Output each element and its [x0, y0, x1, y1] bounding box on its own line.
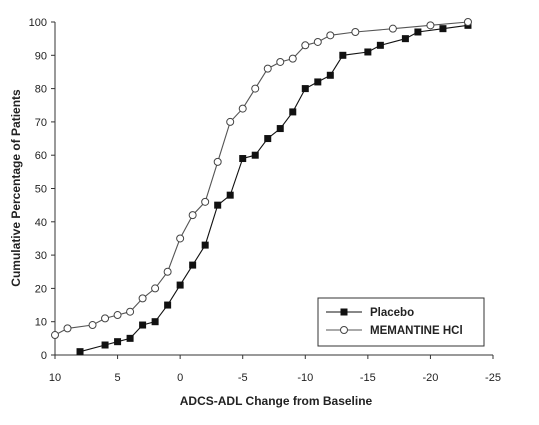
- data-point-square: [251, 151, 259, 159]
- data-point-circle: [251, 84, 260, 93]
- data-point-circle: [151, 284, 160, 293]
- data-point-square: [239, 155, 247, 163]
- data-point-circle: [463, 18, 472, 26]
- data-point-circle: [213, 157, 222, 166]
- series-line: [54, 21, 469, 336]
- legend-box: [317, 297, 485, 347]
- legend-marker-circle: [340, 326, 348, 334]
- data-point-square: [164, 301, 172, 309]
- data-point-square: [326, 71, 334, 79]
- legend-label: Placebo: [370, 307, 414, 319]
- y-tick-label: 0: [41, 350, 47, 362]
- legend-label: MEMANTINE HCl: [370, 325, 463, 337]
- data-point-circle: [188, 211, 197, 220]
- x-tick-label: 5: [115, 372, 121, 384]
- data-point-square: [176, 281, 184, 289]
- data-point-square: [276, 125, 284, 133]
- y-tick-label: 100: [29, 17, 47, 29]
- data-point-square: [314, 78, 322, 86]
- series-memantine: [51, 18, 472, 340]
- data-point-square: [264, 135, 272, 143]
- data-point-circle: [113, 311, 122, 320]
- series-placebo: [76, 21, 472, 356]
- data-point-circle: [176, 234, 185, 243]
- x-tick-label: -20: [422, 372, 438, 384]
- data-point-circle: [238, 104, 247, 113]
- data-point-square: [126, 334, 134, 342]
- data-point-circle: [276, 57, 285, 66]
- data-point-circle: [301, 41, 310, 50]
- data-point-circle: [201, 197, 210, 206]
- data-point-square: [189, 261, 197, 269]
- data-point-circle: [388, 24, 397, 33]
- legend: Placebo MEMANTINE HCl: [317, 297, 485, 347]
- y-tick-label: 50: [35, 184, 47, 196]
- data-point-circle: [426, 21, 435, 30]
- y-tick-label: 70: [35, 117, 47, 129]
- data-point-circle: [326, 31, 335, 40]
- y-tick-label: 30: [35, 250, 47, 262]
- data-point-square: [214, 201, 222, 209]
- data-point-square: [151, 318, 159, 326]
- x-tick-label: -15: [360, 372, 376, 384]
- data-point-circle: [63, 324, 72, 333]
- x-tick-label: 0: [177, 372, 183, 384]
- data-point-circle: [351, 27, 360, 36]
- data-point-square: [101, 341, 109, 349]
- data-point-circle: [163, 267, 172, 276]
- y-tick-label: 90: [35, 50, 47, 62]
- data-point-square: [226, 191, 234, 199]
- x-tick-label: -10: [297, 372, 313, 384]
- data-point-circle: [313, 37, 322, 46]
- data-point-square: [339, 51, 347, 59]
- y-tick-label: 60: [35, 150, 47, 162]
- data-point-circle: [126, 307, 135, 316]
- data-point-square: [76, 348, 84, 356]
- x-tick-label: 10: [49, 372, 61, 384]
- data-point-circle: [88, 321, 97, 330]
- data-point-circle: [263, 64, 272, 73]
- x-axis-title: ADCS-ADL Change from Baseline: [180, 394, 373, 408]
- data-point-circle: [138, 294, 147, 303]
- y-tick-label: 10: [35, 317, 47, 329]
- data-point-square: [289, 108, 297, 116]
- data-point-square: [301, 85, 309, 93]
- data-point-square: [376, 41, 384, 49]
- data-point-circle: [288, 54, 297, 63]
- data-point-square: [364, 48, 372, 56]
- data-point-square: [439, 25, 447, 33]
- y-tick-label: 20: [35, 283, 47, 295]
- series-layer: [51, 18, 472, 356]
- y-tick-label: 40: [35, 217, 47, 229]
- y-axis-title: Cumulative Percentage of Patients: [9, 89, 23, 287]
- data-point-square: [201, 241, 209, 249]
- y-tick-label: 80: [35, 84, 47, 96]
- data-point-circle: [51, 331, 59, 340]
- data-point-square: [401, 35, 409, 43]
- data-point-circle: [101, 314, 110, 323]
- x-tick-label: -5: [238, 372, 248, 384]
- legend-marker-square: [340, 308, 348, 316]
- data-point-square: [114, 338, 122, 346]
- data-point-square: [139, 321, 147, 329]
- x-tick-label: -25: [485, 372, 501, 384]
- data-point-circle: [226, 117, 235, 126]
- data-point-square: [414, 28, 422, 36]
